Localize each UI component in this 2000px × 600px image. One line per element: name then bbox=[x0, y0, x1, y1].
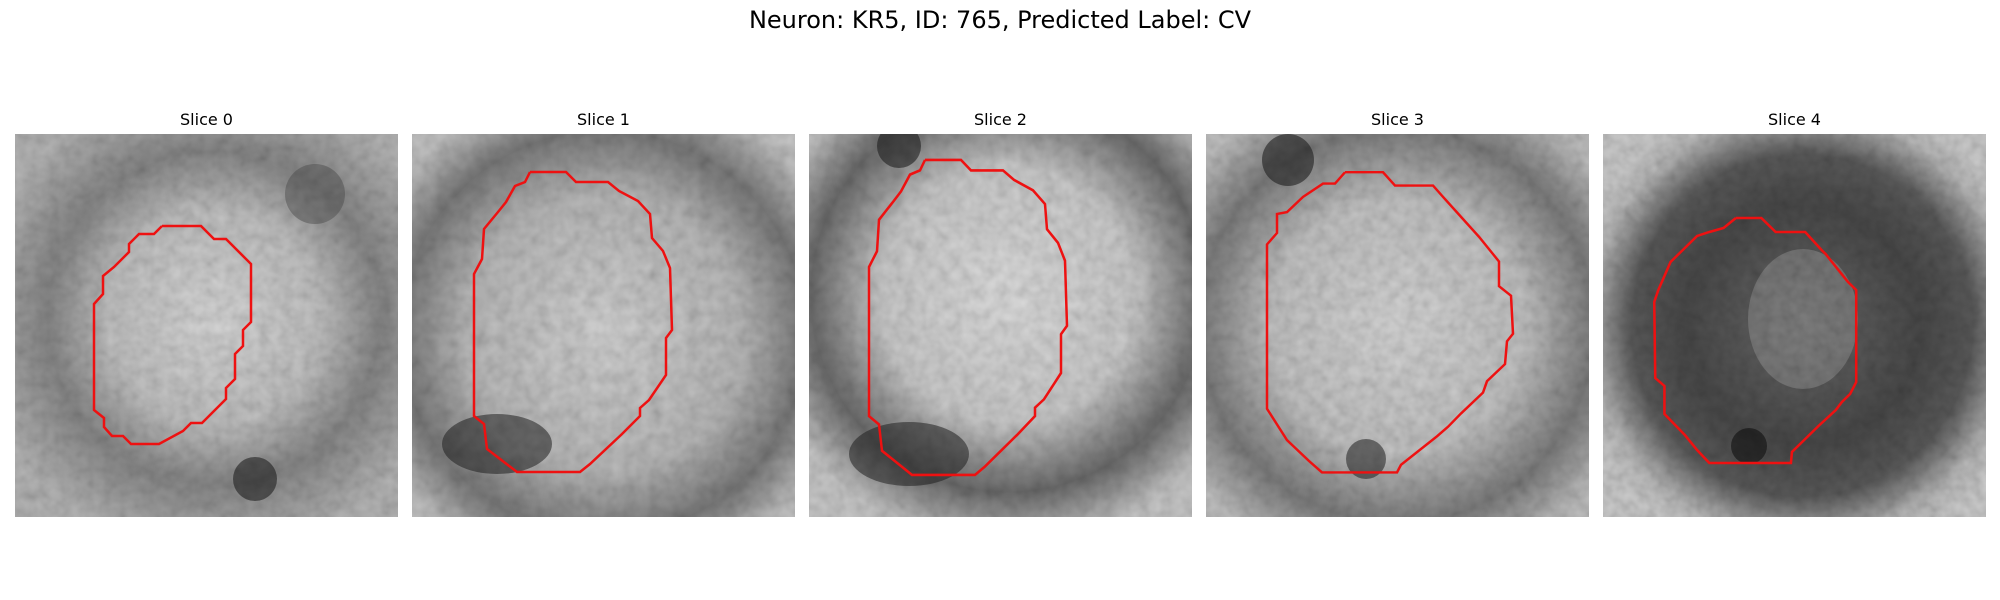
slice-4-contour bbox=[1652, 216, 1858, 465]
slice-4-image bbox=[1603, 134, 1986, 517]
slice-3-contour bbox=[1265, 171, 1515, 474]
slice-0-texture bbox=[15, 134, 398, 517]
panel-title-slice-4: Slice 4 bbox=[1768, 110, 1821, 129]
slice-1-image bbox=[412, 134, 795, 517]
slice-3-texture bbox=[1206, 134, 1589, 517]
panel-title-slice-0: Slice 0 bbox=[180, 110, 233, 129]
figure-title: Neuron: KR5, ID: 765, Predicted Label: C… bbox=[748, 6, 1252, 34]
panel-title-slice-2: Slice 2 bbox=[974, 110, 1027, 129]
slice-3-svg bbox=[1206, 134, 1589, 517]
panel-title-slice-1: Slice 1 bbox=[577, 110, 630, 129]
slice-4-svg bbox=[1603, 134, 1986, 517]
slice-0-contour bbox=[92, 224, 253, 446]
slice-2-contour bbox=[867, 158, 1069, 477]
slice-1-contour bbox=[472, 170, 674, 474]
slice-3-image bbox=[1206, 134, 1589, 517]
slice-1-texture bbox=[412, 134, 795, 517]
slice-1-svg bbox=[412, 134, 795, 517]
slice-0-svg bbox=[15, 134, 398, 517]
slice-2-image bbox=[809, 134, 1192, 517]
panel-title-slice-3: Slice 3 bbox=[1371, 110, 1424, 129]
slice-0-image bbox=[15, 134, 398, 517]
slice-4-texture bbox=[1603, 134, 1986, 517]
slice-2-svg bbox=[809, 134, 1192, 517]
slice-2-texture bbox=[809, 134, 1192, 517]
